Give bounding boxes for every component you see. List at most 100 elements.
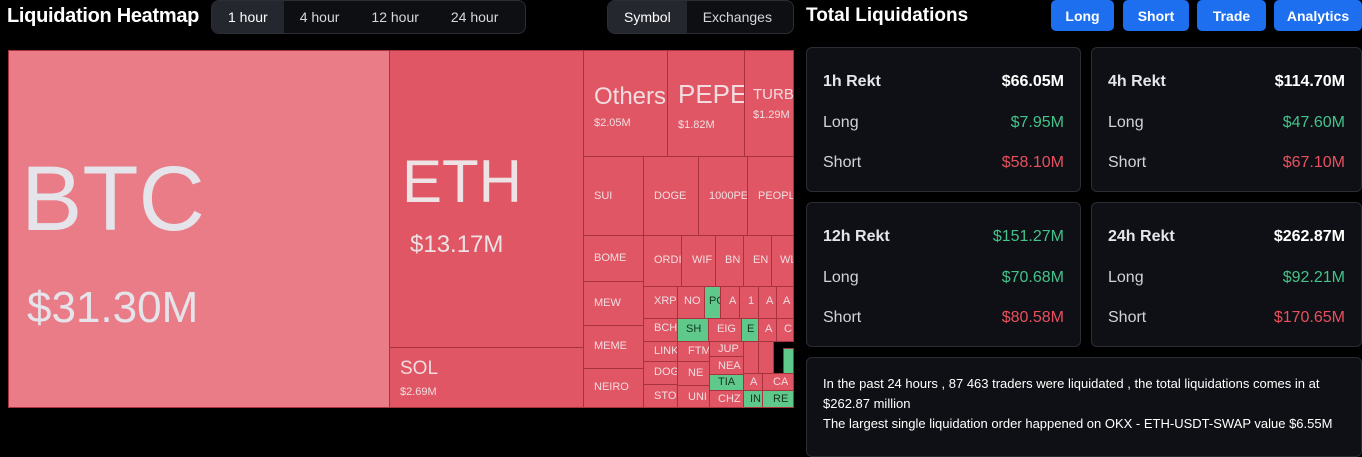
tile-symbol: A [783,295,791,307]
card-total: $151.27M [992,228,1064,245]
tile-e[interactable]: E [741,318,759,342]
tile-1000pe[interactable]: 1000PE [698,156,748,236]
tile-others[interactable]: Others $2.05M [583,50,668,157]
tile-symbol: BN [725,254,741,266]
tile-link[interactable]: LINK [643,341,678,362]
tile-symbol: JUP [718,343,739,355]
card-total: $114.70M [1274,73,1345,90]
tile-ne[interactable]: NE [677,361,710,386]
tile-tia[interactable]: TIA [709,374,744,391]
tile-ca[interactable]: CA [762,373,794,391]
liquidation-treemap: BTC $31.30M ETH $13.17M SOL $2.69M Other… [8,50,794,408]
largest-order-text: The largest single liquidation order hap… [823,416,1333,431]
tile-symbol: MEW [594,297,621,309]
tile-s3[interactable] [783,348,794,375]
tile-no[interactable]: NO [677,286,705,319]
tile-turbo[interactable]: TURBO $1.29M [744,50,794,157]
long-label: Long [1108,114,1144,131]
short-value: $80.58M [1001,309,1064,326]
tile-ftm[interactable]: FTM [677,341,710,362]
tile-1[interactable]: 1 [739,286,759,319]
tile-symbol: NO [684,295,701,307]
card-label: 24h Rekt [1108,228,1175,245]
short-label: Short [823,309,862,326]
tile-btc[interactable]: BTC $31.30M [8,50,390,408]
tile-dog[interactable]: DOG [643,361,678,385]
tile-a4[interactable]: A [758,318,777,342]
tile-doge[interactable]: DOGE [643,156,699,236]
tile-symbol: BTC [21,148,205,250]
tile-en[interactable]: EN [743,235,772,287]
tile-symbol: A [765,323,773,335]
tile-bome[interactable]: BOME [583,235,644,282]
time-option-24h[interactable]: 24 hour [450,9,499,25]
tile-nea[interactable]: NEA [709,356,744,375]
tile-in[interactable]: IN [743,390,763,408]
tile-eth[interactable]: ETH $13.17M [389,50,584,348]
tile-a3[interactable]: A [776,286,794,319]
long-value: $47.60M [1282,114,1345,131]
tile-symbol: STOI [654,390,678,402]
tile-a5[interactable]: A [743,373,763,391]
tile-symbol: DOGE [654,190,687,202]
tile-sui[interactable]: SUI [583,156,644,236]
tile-c[interactable]: C [776,318,794,342]
tile-s2[interactable] [758,341,774,374]
tile-wl[interactable]: WL [771,235,794,287]
trade-button[interactable]: Trade [1197,0,1266,31]
card-12h-rekt: 12h Rekt $151.27M Long $70.68M Short $80.58… [806,202,1081,347]
tile-bch[interactable]: BCH [643,318,678,342]
group-option-exchanges[interactable]: Exchanges [702,9,772,25]
tile-symbol: PO [709,295,720,307]
tile-symbol: MEME [594,340,627,352]
tile-xrp[interactable]: XRP [643,286,678,319]
tile-pepe[interactable]: PEPE $1.82M [667,50,745,157]
long-label: Long [823,269,859,286]
tile-meme[interactable]: MEME [583,325,644,369]
tile-chz[interactable]: CHZ [709,390,744,408]
total-liquidations-title: Total Liquidations [806,5,969,26]
tile-symbol: NEA [718,360,741,372]
tile-wif[interactable]: WIF [681,235,716,287]
tile-eig[interactable]: EIG [708,318,742,342]
tile-people[interactable]: PEOPL [747,156,794,236]
tile-uni[interactable]: UNI [677,385,710,408]
tile-bn[interactable]: BN [715,235,744,287]
tile-amount: $2.05M [594,117,631,129]
time-option-1h[interactable]: 1 hour [212,1,284,33]
tile-symbol: XRP [654,295,677,307]
page-title: Liquidation Heatmap [7,5,200,27]
time-option-4h[interactable]: 4 hour [299,9,340,25]
tile-symbol: UNI [688,391,707,403]
tile-symbol: A [729,295,737,307]
tile-jup[interactable]: JUP [709,341,744,357]
card-label: 4h Rekt [1108,73,1166,90]
tile-sol[interactable]: SOL $2.69M [389,347,584,408]
tile-symbol: 1 [748,295,755,307]
long-button[interactable]: Long [1051,0,1114,31]
analytics-button[interactable]: Analytics [1274,0,1362,31]
tile-neiro[interactable]: NEIRO [583,368,644,408]
short-label: Short [1108,309,1147,326]
card-24h-rekt: 24h Rekt $262.87M Long $92.21M Short $170.6… [1091,202,1362,347]
tile-po[interactable]: PO [704,286,721,319]
tile-sh[interactable]: SH [677,318,709,342]
short-value: $67.10M [1282,154,1345,171]
group-option-symbol[interactable]: Symbol [608,1,687,33]
tile-mew[interactable]: MEW [583,281,644,326]
short-value: $170.65M [1273,309,1345,326]
tile-amount: $1.82M [678,119,715,131]
tile-a1[interactable]: A [720,286,740,319]
tile-symbol: ETH [402,148,522,215]
tile-symbol: DOG [654,366,678,378]
tile-symbol: E [747,323,755,335]
tile-stoi[interactable]: STOI [643,384,678,408]
tile-symbol: TIA [718,376,736,388]
tile-s1[interactable] [743,341,759,374]
tile-ordi[interactable]: ORDI [643,235,682,287]
short-label: Short [1108,154,1147,171]
tile-a2[interactable]: A [758,286,777,319]
tile-re[interactable]: RE [762,390,794,408]
time-option-12h[interactable]: 12 hour [371,9,419,25]
short-button[interactable]: Short [1123,0,1189,31]
